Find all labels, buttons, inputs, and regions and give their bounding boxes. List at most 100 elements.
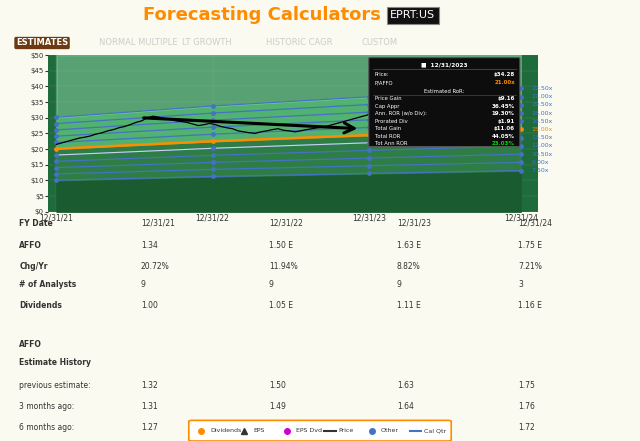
Point (364, 139, 374, 146)
Point (364, 93, 374, 101)
Text: Estimate History: Estimate History (19, 359, 92, 367)
Text: 16.50x: 16.50x (532, 119, 553, 124)
Text: AFFO: AFFO (19, 242, 42, 250)
Text: 3 months ago:: 3 months ago: (19, 402, 74, 411)
Text: 12.00x: 12.00x (532, 143, 553, 149)
Point (207, 152, 218, 159)
Point (364, 124, 374, 131)
Point (51, 145, 61, 152)
Point (516, 151, 526, 158)
Text: 18.00x: 18.00x (532, 111, 553, 116)
Text: LT GROWTH: LT GROWTH (182, 38, 232, 48)
Text: 1.49: 1.49 (269, 402, 285, 411)
Point (51, 177, 61, 184)
Text: 1.05 E: 1.05 E (269, 301, 293, 310)
Point (207, 159, 218, 166)
Point (516, 159, 526, 166)
Point (364, 108, 374, 116)
Point (364, 116, 374, 123)
Text: 1.75: 1.75 (518, 381, 535, 390)
Text: Price: Price (339, 428, 353, 433)
Text: 12/31/22: 12/31/22 (269, 219, 303, 228)
Text: Total Gain: Total Gain (374, 126, 401, 131)
Text: $9.16: $9.16 (497, 96, 515, 101)
Text: EPRT:US: EPRT:US (390, 11, 435, 20)
Point (364, 147, 374, 154)
Text: 7.50x: 7.50x (532, 168, 549, 173)
Text: ESTIMATES: ESTIMATES (16, 38, 68, 48)
Text: Price Gain: Price Gain (374, 96, 401, 101)
Point (516, 167, 526, 174)
Point (51, 164, 61, 171)
Text: 3: 3 (518, 280, 524, 289)
Text: 44.05%: 44.05% (492, 134, 515, 139)
FancyBboxPatch shape (369, 58, 520, 146)
Text: 36.45%: 36.45% (492, 104, 515, 108)
Text: 1.63: 1.63 (397, 381, 413, 390)
Text: 1.34: 1.34 (141, 242, 157, 250)
Text: 1.50 E: 1.50 E (269, 242, 293, 250)
Point (51, 139, 61, 146)
Point (364, 162, 374, 169)
Point (51, 158, 61, 165)
Text: Tot Ann ROR: Tot Ann ROR (374, 141, 407, 146)
Point (207, 102, 218, 109)
Text: Estimated RoR:: Estimated RoR: (424, 89, 465, 94)
Text: 1.31: 1.31 (141, 402, 157, 411)
Point (364, 101, 374, 108)
Text: 1.75 E: 1.75 E (518, 242, 543, 250)
Text: 21.00x: 21.00x (532, 94, 553, 99)
Text: Cal Qtr: Cal Qtr (424, 428, 446, 433)
Text: 1.32: 1.32 (141, 381, 157, 390)
Point (516, 142, 526, 149)
Text: 12/31/21: 12/31/21 (141, 219, 175, 228)
Text: 23.03%: 23.03% (492, 141, 515, 146)
Point (207, 116, 218, 123)
Text: 1.50: 1.50 (269, 381, 285, 390)
Text: 7.21%: 7.21% (518, 262, 542, 271)
Text: previous estimate:: previous estimate: (19, 381, 91, 390)
Point (51, 133, 61, 140)
Text: 1.64: 1.64 (397, 402, 413, 411)
FancyBboxPatch shape (189, 420, 451, 441)
Text: EPS Dvd: EPS Dvd (296, 428, 322, 433)
Text: Price:: Price: (374, 72, 389, 77)
Text: 1.45: 1.45 (269, 422, 285, 432)
Point (207, 131, 218, 138)
Text: 1.72: 1.72 (518, 422, 535, 432)
Text: 8.82%: 8.82% (397, 262, 420, 271)
Text: 1.27: 1.27 (141, 422, 157, 432)
Text: 9: 9 (269, 280, 274, 289)
Point (516, 118, 526, 125)
Text: $1.91: $1.91 (497, 119, 515, 123)
Point (516, 101, 526, 108)
Text: ■  12/31/2023: ■ 12/31/2023 (421, 63, 468, 67)
Point (516, 93, 526, 100)
Point (51, 120, 61, 127)
Point (516, 109, 526, 116)
Text: 10.50x: 10.50x (532, 152, 553, 157)
Point (207, 145, 218, 152)
Point (207, 109, 218, 116)
Point (207, 166, 218, 173)
Point (51, 114, 61, 121)
Text: Forecasting Calculators: Forecasting Calculators (143, 7, 381, 24)
Text: CUSTOM: CUSTOM (362, 38, 397, 48)
Point (364, 154, 374, 161)
Text: 1.00: 1.00 (141, 301, 157, 310)
Text: 9: 9 (397, 280, 402, 289)
Text: Total ROR: Total ROR (374, 134, 400, 139)
Text: Other: Other (381, 428, 399, 433)
Text: # of Analysts: # of Analysts (19, 280, 76, 289)
Text: 22.50x: 22.50x (532, 86, 553, 91)
Text: 1.76: 1.76 (518, 402, 535, 411)
Text: 12/31/24: 12/31/24 (518, 219, 552, 228)
Point (516, 134, 526, 141)
Text: HISTORIC CAGR: HISTORIC CAGR (266, 38, 332, 48)
Text: 1.16 E: 1.16 E (518, 301, 542, 310)
Text: Dividends: Dividends (19, 301, 62, 310)
Text: 19.30%: 19.30% (492, 111, 515, 116)
Text: Dividends: Dividends (211, 428, 241, 433)
Text: 9: 9 (141, 280, 146, 289)
Text: NORMAL MULTIPLE: NORMAL MULTIPLE (99, 38, 178, 48)
